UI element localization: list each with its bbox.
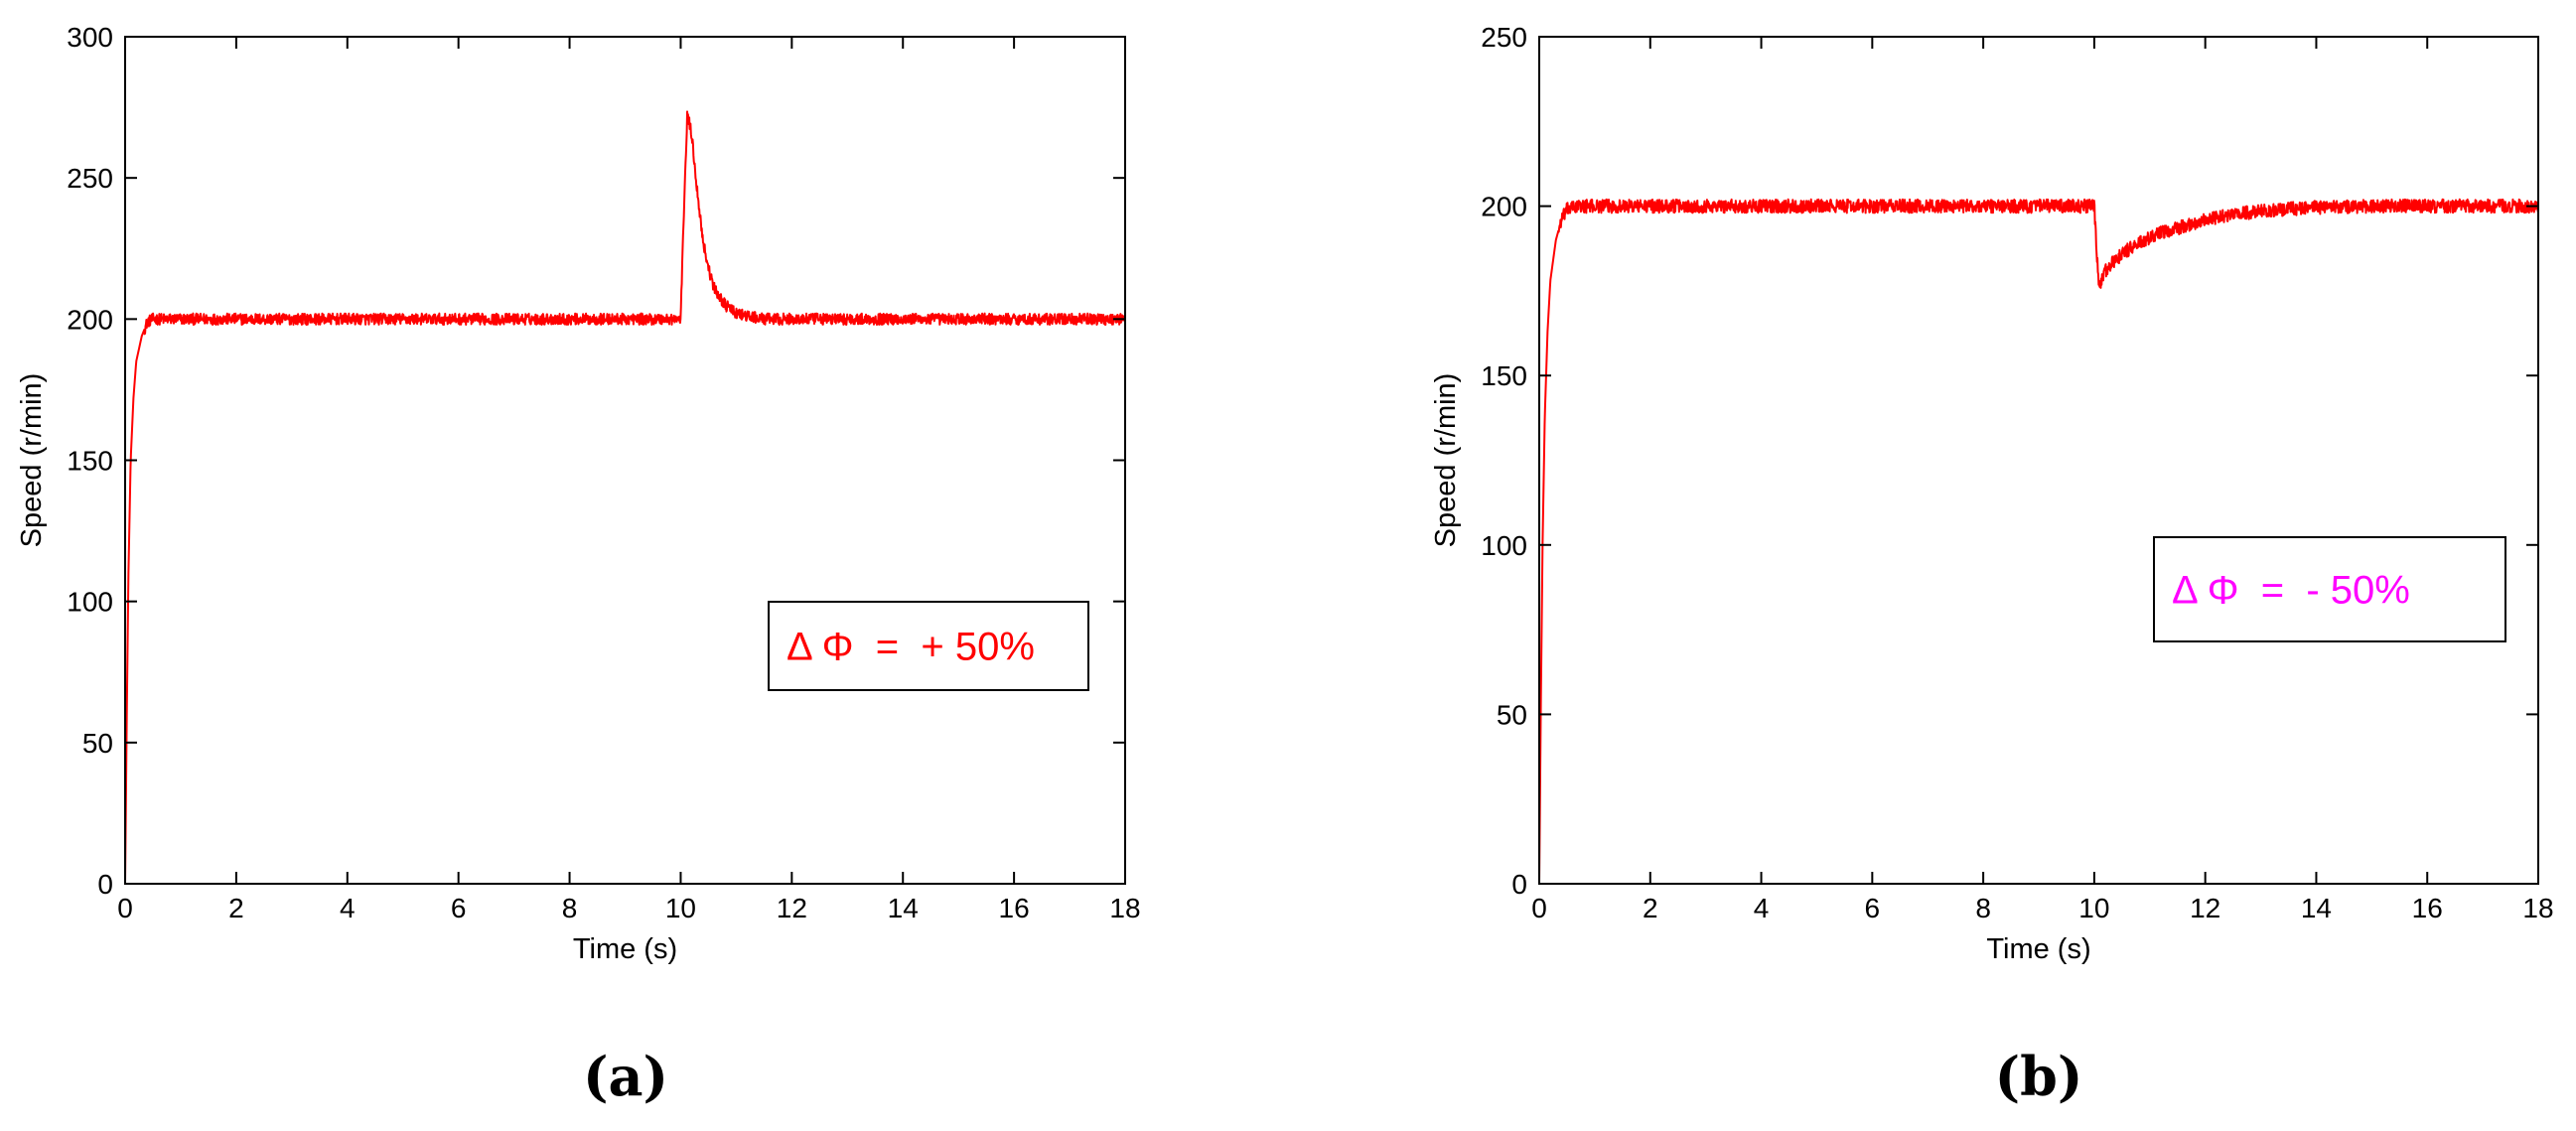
x-tick-label: 14 <box>888 893 919 923</box>
y-tick-label: 0 <box>97 869 113 900</box>
x-tick-label: 10 <box>665 893 696 923</box>
x-tick-label: 12 <box>777 893 807 923</box>
x-tick-label: 4 <box>340 893 356 923</box>
x-tick-label: 0 <box>1531 893 1547 923</box>
y-axis-label: Speed (r/min) <box>1430 373 1462 548</box>
plot-frame <box>1538 36 2539 885</box>
legend-box: Δ Φ = - 50% <box>2153 536 2506 642</box>
y-tick-label: 50 <box>82 728 113 759</box>
x-tick-label: 8 <box>1975 893 1991 923</box>
y-tick-label: 150 <box>1481 360 1527 391</box>
y-tick-label: 250 <box>1481 22 1527 53</box>
annotation-text: Δ Φ = - 50% <box>2172 569 2410 613</box>
x-tick-label: 14 <box>2301 893 2332 923</box>
x-axis-label: Time (s) <box>573 933 677 965</box>
x-tick-label: 10 <box>2078 893 2109 923</box>
x-tick-label: 18 <box>2522 893 2553 923</box>
chart-panel-a: 0 2 4 6 8 10 12 14 16 18 0 50 100 150 200 250 300 Time (… <box>16 22 1141 1108</box>
x-axis-label: Time (s) <box>1986 933 2090 965</box>
series-line <box>1538 198 2539 885</box>
y-tick-label: 50 <box>1497 699 1527 730</box>
x-tick-label: 0 <box>117 893 133 923</box>
x-tick-label: 8 <box>562 893 578 923</box>
x-tick-label: 12 <box>2190 893 2220 923</box>
y-axis-label: Speed (r/min) <box>16 373 48 548</box>
y-tick-label: 100 <box>1481 530 1527 561</box>
x-tick-label: 2 <box>228 893 244 923</box>
legend-box: Δ Φ = + 50% <box>768 601 1089 691</box>
y-tick-label: 0 <box>1511 869 1527 900</box>
series-line <box>124 110 1126 885</box>
y-tick-label: 150 <box>67 446 113 477</box>
y-tick-label: 300 <box>67 22 113 53</box>
annotation-text: Δ Φ = + 50% <box>787 626 1035 669</box>
y-tick-label: 200 <box>1481 192 1527 222</box>
x-tick-label: 2 <box>1643 893 1658 923</box>
y-tick-label: 250 <box>67 163 113 194</box>
y-tick-label: 200 <box>67 304 113 335</box>
panel-label: (b) <box>1995 1045 2083 1108</box>
y-tick-label: 100 <box>67 587 113 618</box>
x-tick-label: 6 <box>1865 893 1881 923</box>
x-tick-label: 16 <box>999 893 1030 923</box>
x-tick-label: 16 <box>2412 893 2443 923</box>
panel-label: (a) <box>583 1045 668 1108</box>
x-tick-label: 6 <box>451 893 467 923</box>
x-tick-label: 4 <box>1754 893 1770 923</box>
x-tick-label: 18 <box>1109 893 1140 923</box>
